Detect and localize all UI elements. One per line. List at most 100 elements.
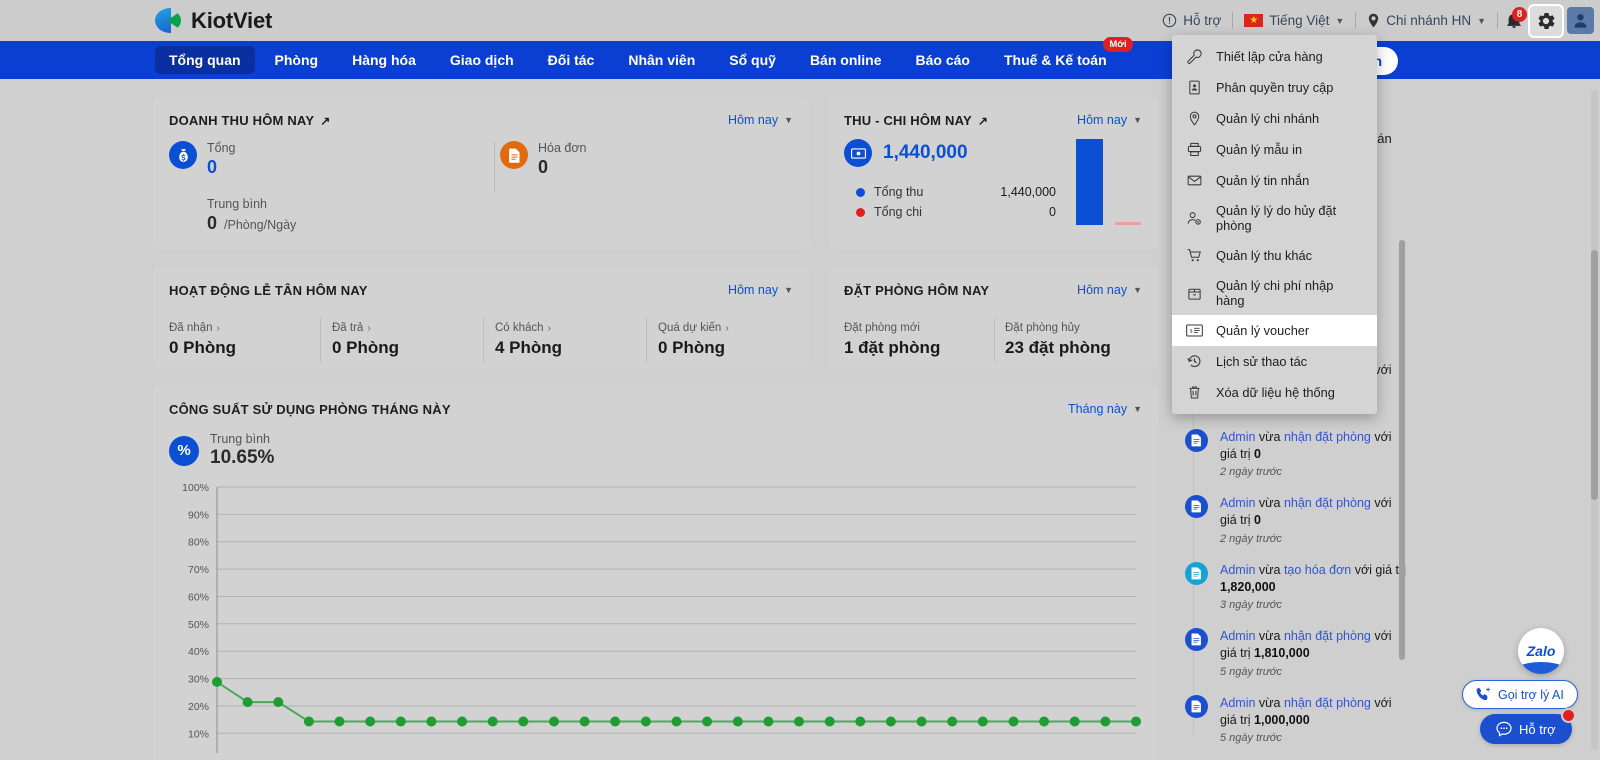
external-link-icon[interactable]: ↗︎ (977, 113, 989, 128)
income-legend-row: Tổng thu 1,440,000 (856, 185, 1056, 199)
reception-kpi-3[interactable]: Quá dự kiến › 0 Phòng (658, 322, 729, 358)
nav-item-9[interactable]: Thuế & Kế toán Mới (990, 37, 1133, 74)
page-scrollbar-thumb[interactable] (1591, 250, 1598, 500)
activity-actor[interactable]: Admin (1220, 629, 1256, 643)
data-point[interactable] (334, 716, 345, 727)
nav-item-7[interactable]: Bán online (796, 46, 896, 74)
data-point[interactable] (977, 716, 988, 727)
support-link[interactable]: Hỗ trợ (1151, 13, 1232, 28)
help-support-button[interactable]: Hỗ trợ (1480, 708, 1576, 744)
data-point[interactable] (794, 716, 804, 727)
data-point[interactable] (518, 716, 529, 727)
percent-icon: % (169, 435, 199, 466)
branch-selector[interactable]: Chi nhánh HN ▼ (1356, 13, 1497, 28)
settings-menu-item-6[interactable]: Quản lý thu khác (1172, 240, 1377, 271)
settings-menu-item-8[interactable]: $ Quản lý voucher (1172, 315, 1377, 346)
data-point[interactable] (885, 716, 896, 727)
occupancy-period-selector[interactable]: Tháng này ▼ (1068, 402, 1142, 416)
settings-menu-item-10[interactable]: Xóa dữ liệu hệ thống (1172, 377, 1377, 408)
vietnam-flag-icon (1244, 14, 1264, 27)
data-point[interactable] (365, 716, 376, 727)
revenue-period-selector[interactable]: Hôm nay ▼ (728, 113, 793, 127)
nav-item-5[interactable]: Nhân viên (614, 46, 709, 74)
divider (1355, 12, 1357, 29)
booking-period-selector[interactable]: Hôm nay ▼ (1077, 283, 1142, 297)
settings-button[interactable] (1528, 3, 1564, 38)
data-point[interactable] (273, 697, 284, 708)
reception-kpi-1[interactable]: Đã trả › 0 Phòng (332, 322, 399, 358)
income-period-selector[interactable]: Hôm nay ▼ (1077, 113, 1142, 127)
reception-period-selector[interactable]: Hôm nay ▼ (728, 283, 793, 297)
settings-menu-item-1[interactable]: Phân quyền truy cập (1172, 72, 1377, 103)
data-point[interactable] (303, 716, 314, 727)
settings-menu-item-3[interactable]: Quản lý mẫu in (1172, 134, 1377, 165)
activity-actor[interactable]: Admin (1220, 496, 1256, 510)
data-point[interactable] (457, 716, 468, 727)
data-point[interactable] (732, 716, 743, 727)
info-circle-icon (1162, 13, 1177, 28)
external-link-icon[interactable]: ↗︎ (320, 113, 331, 128)
nav-item-8[interactable]: Báo cáo (902, 46, 984, 74)
data-point[interactable] (212, 676, 222, 687)
activity-actor[interactable]: Admin (1220, 429, 1256, 444)
data-point[interactable] (1008, 716, 1019, 727)
data-point[interactable] (671, 716, 682, 727)
activity-item[interactable]: Admin vừa nhận đặt phòng với giá trị 1,8… (1175, 628, 1410, 678)
data-point[interactable] (640, 716, 651, 727)
data-point[interactable] (487, 716, 498, 727)
brand-logo[interactable]: KiotViet (155, 7, 272, 34)
panel-scrollbar-thumb[interactable] (1399, 240, 1405, 660)
data-point[interactable] (242, 697, 253, 708)
data-point[interactable] (947, 716, 958, 727)
activity-action[interactable]: nhận đặt phòng (1283, 496, 1371, 510)
data-point[interactable] (426, 716, 437, 727)
settings-menu-item-2[interactable]: Quản lý chi nhánh (1172, 103, 1377, 134)
nav-item-3[interactable]: Giao dịch (436, 46, 528, 74)
reception-kpi-2[interactable]: Có khách › 4 Phòng (495, 322, 562, 358)
activity-action[interactable]: nhận đặt phòng (1283, 629, 1371, 643)
activity-item[interactable]: Admin vừa nhận đặt phòng với giá trị 0 2 … (1175, 428, 1410, 478)
data-point[interactable] (1100, 716, 1111, 727)
settings-menu-item-4[interactable]: Quản lý tin nhắn (1172, 165, 1377, 196)
data-point[interactable] (702, 716, 713, 727)
data-point[interactable] (1069, 716, 1080, 727)
settings-menu-item-5[interactable]: Quản lý lý do hủy đặt phòng (1172, 196, 1377, 240)
settings-menu-item-9[interactable]: Lịch sử thao tác (1172, 346, 1377, 377)
data-point[interactable] (824, 716, 835, 727)
activity-action[interactable]: nhận đặt phòng (1283, 429, 1371, 444)
activity-actor[interactable]: Admin (1220, 562, 1256, 577)
language-selector[interactable]: Tiếng Việt ▼ (1233, 13, 1355, 28)
activity-item[interactable]: Admin vừa nhận đặt phòng với giá trị 0 2 … (1175, 495, 1410, 545)
income-period-label: Hôm nay (1077, 113, 1128, 127)
avatar[interactable] (1567, 7, 1594, 34)
data-point[interactable] (1039, 716, 1050, 727)
activity-text: Admin vừa nhận đặt phòng với giá trị 1,8… (1220, 629, 1392, 661)
settings-menu-item-0[interactable]: Thiết lập cửa hàng (1172, 41, 1377, 72)
activity-actor[interactable]: Admin (1220, 695, 1256, 710)
data-point[interactable] (549, 716, 559, 727)
occupancy-line-chart: 10% 20% 30% 40% 50% 60% 70% 80% 90% 100% (169, 481, 1142, 760)
reception-kpi-0[interactable]: Đã nhận › 0 Phòng (169, 322, 236, 358)
nav-item-6[interactable]: Sổ quỹ (715, 46, 790, 74)
data-point[interactable] (763, 716, 774, 727)
nav-item-2[interactable]: Hàng hóa (338, 46, 430, 74)
shopping-cart-icon (1186, 247, 1203, 264)
activity-action[interactable]: nhận đặt phòng (1283, 695, 1371, 710)
zalo-widget-button[interactable]: Zalo (1518, 628, 1564, 674)
data-point[interactable] (916, 716, 927, 727)
page-scrollbar-track[interactable] (1591, 90, 1598, 750)
data-point[interactable] (395, 716, 406, 727)
nav-item-4[interactable]: Đối tác (534, 46, 609, 74)
activity-item[interactable]: Admin vừa tạo hóa đơn với giá trị 1,820,… (1175, 561, 1410, 611)
data-point[interactable] (1131, 716, 1141, 727)
notifications-button[interactable]: 8 (1498, 6, 1530, 36)
ai-assistant-call-button[interactable]: Gọi trợ lý AI (1462, 680, 1578, 709)
activity-action[interactable]: tạo hóa đơn (1283, 562, 1352, 577)
nav-item-1[interactable]: Phòng (261, 46, 333, 74)
data-point[interactable] (855, 716, 866, 727)
activity-item[interactable]: Admin vừa nhận đặt phòng với giá trị 1,0… (1175, 694, 1410, 744)
settings-menu-item-7[interactable]: Quản lý chi phí nhập hàng (1172, 271, 1377, 315)
data-point[interactable] (579, 716, 590, 727)
nav-item-0[interactable]: Tổng quan (155, 46, 255, 74)
data-point[interactable] (610, 716, 621, 727)
